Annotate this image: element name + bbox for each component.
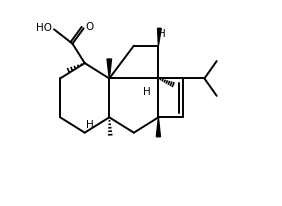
Text: O: O bbox=[86, 22, 94, 32]
Text: H: H bbox=[143, 87, 151, 97]
Text: H: H bbox=[158, 29, 165, 39]
Polygon shape bbox=[158, 28, 161, 46]
Text: H: H bbox=[86, 120, 94, 130]
Polygon shape bbox=[156, 117, 160, 137]
Polygon shape bbox=[107, 59, 112, 78]
Text: HO: HO bbox=[36, 23, 52, 33]
